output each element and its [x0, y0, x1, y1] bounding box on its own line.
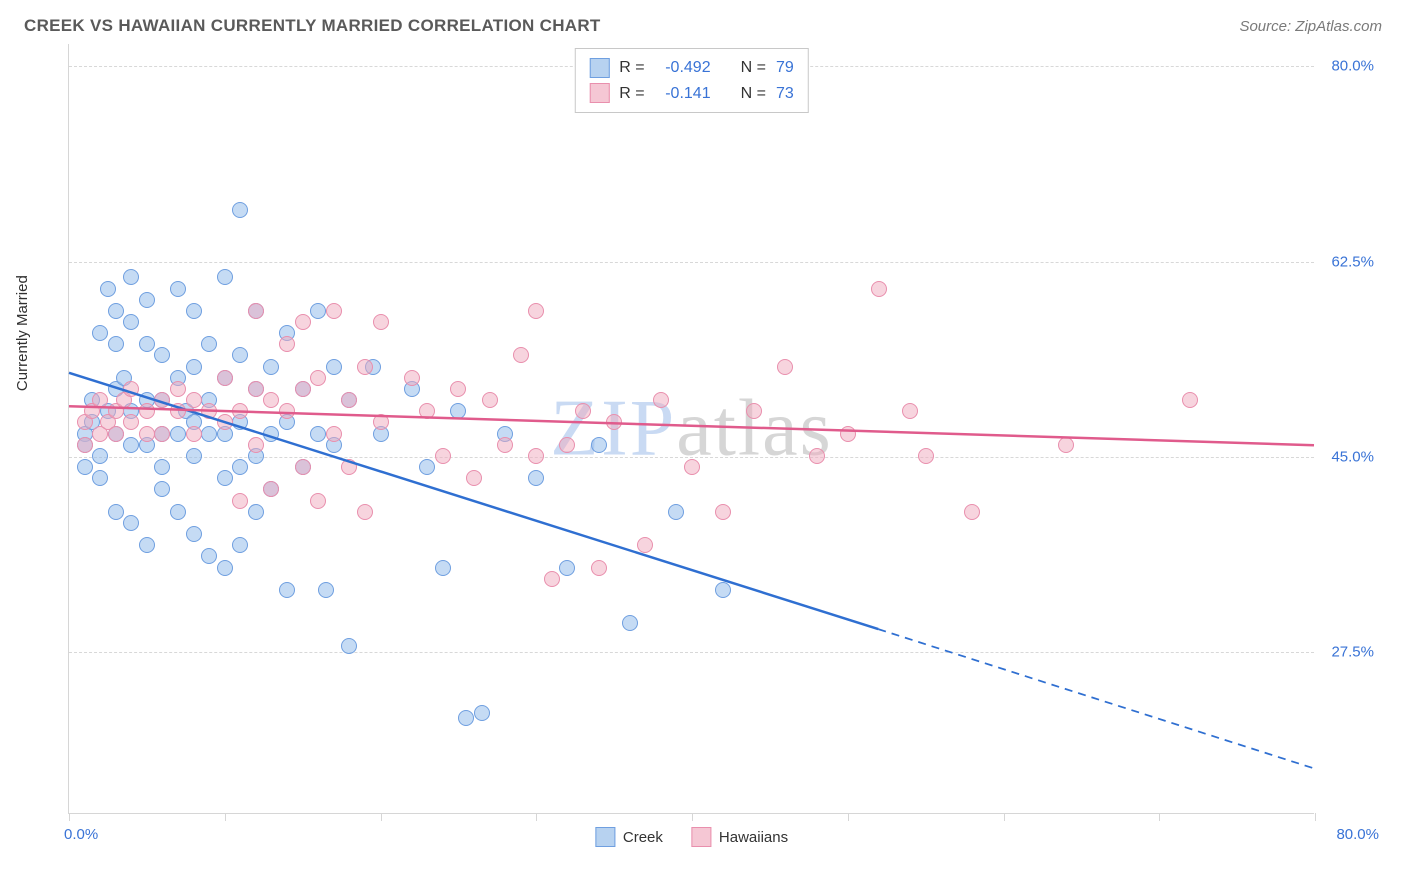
x-tick: [1315, 813, 1316, 821]
x-tick: [225, 813, 226, 821]
legend-stat-row: R = -0.141 N = 73: [589, 81, 793, 107]
y-tick-label: 45.0%: [1319, 448, 1374, 465]
legend-stat-row: R = -0.492 N = 79: [589, 55, 793, 81]
legend-swatch: [589, 83, 609, 103]
legend-stats: R = -0.492 N = 79 R = -0.141 N = 73: [574, 48, 808, 113]
y-axis-label: Currently Married: [14, 275, 31, 391]
legend-swatch: [691, 827, 711, 847]
legend-series: Creek Hawaiians: [595, 827, 788, 847]
r-value: -0.492: [655, 55, 711, 81]
y-tick-label: 27.5%: [1319, 644, 1374, 661]
legend-swatch: [589, 58, 609, 78]
x-tick: [1004, 813, 1005, 821]
n-label: N =: [741, 55, 766, 81]
legend-series-item: Creek: [595, 827, 663, 847]
y-tick-label: 62.5%: [1319, 253, 1374, 270]
chart-container: Currently Married ZIPatlas R =-0.492N =7…: [24, 44, 1382, 854]
x-tick: [536, 813, 537, 821]
n-value: 73: [776, 81, 794, 107]
x-tick: [848, 813, 849, 821]
source-attribution: Source: ZipAtlas.com: [1239, 18, 1382, 35]
x-tick: [1159, 813, 1160, 821]
chart-title: CREEK VS HAWAIIAN CURRENTLY MARRIED CORR…: [24, 16, 601, 36]
x-tick: [692, 813, 693, 821]
x-axis-min-label: 0.0%: [64, 826, 98, 843]
n-label: N =: [741, 81, 766, 107]
r-label: R =: [619, 81, 644, 107]
x-tick: [381, 813, 382, 821]
x-tick: [69, 813, 70, 821]
y-tick-label: 80.0%: [1319, 58, 1374, 75]
r-label: R =: [619, 55, 644, 81]
legend-series-item: Hawaiians: [691, 827, 788, 847]
x-axis-max-label: 80.0%: [1336, 826, 1379, 843]
legend-series-label: Creek: [623, 829, 663, 846]
legend-swatch: [595, 827, 615, 847]
trend-lines: [69, 44, 1314, 813]
plot-area: ZIPatlas R =-0.492N =79R =-0.141N =73 0.…: [68, 44, 1314, 814]
legend-series-label: Hawaiians: [719, 829, 788, 846]
r-value: -0.141: [655, 81, 711, 107]
n-value: 79: [776, 55, 794, 81]
